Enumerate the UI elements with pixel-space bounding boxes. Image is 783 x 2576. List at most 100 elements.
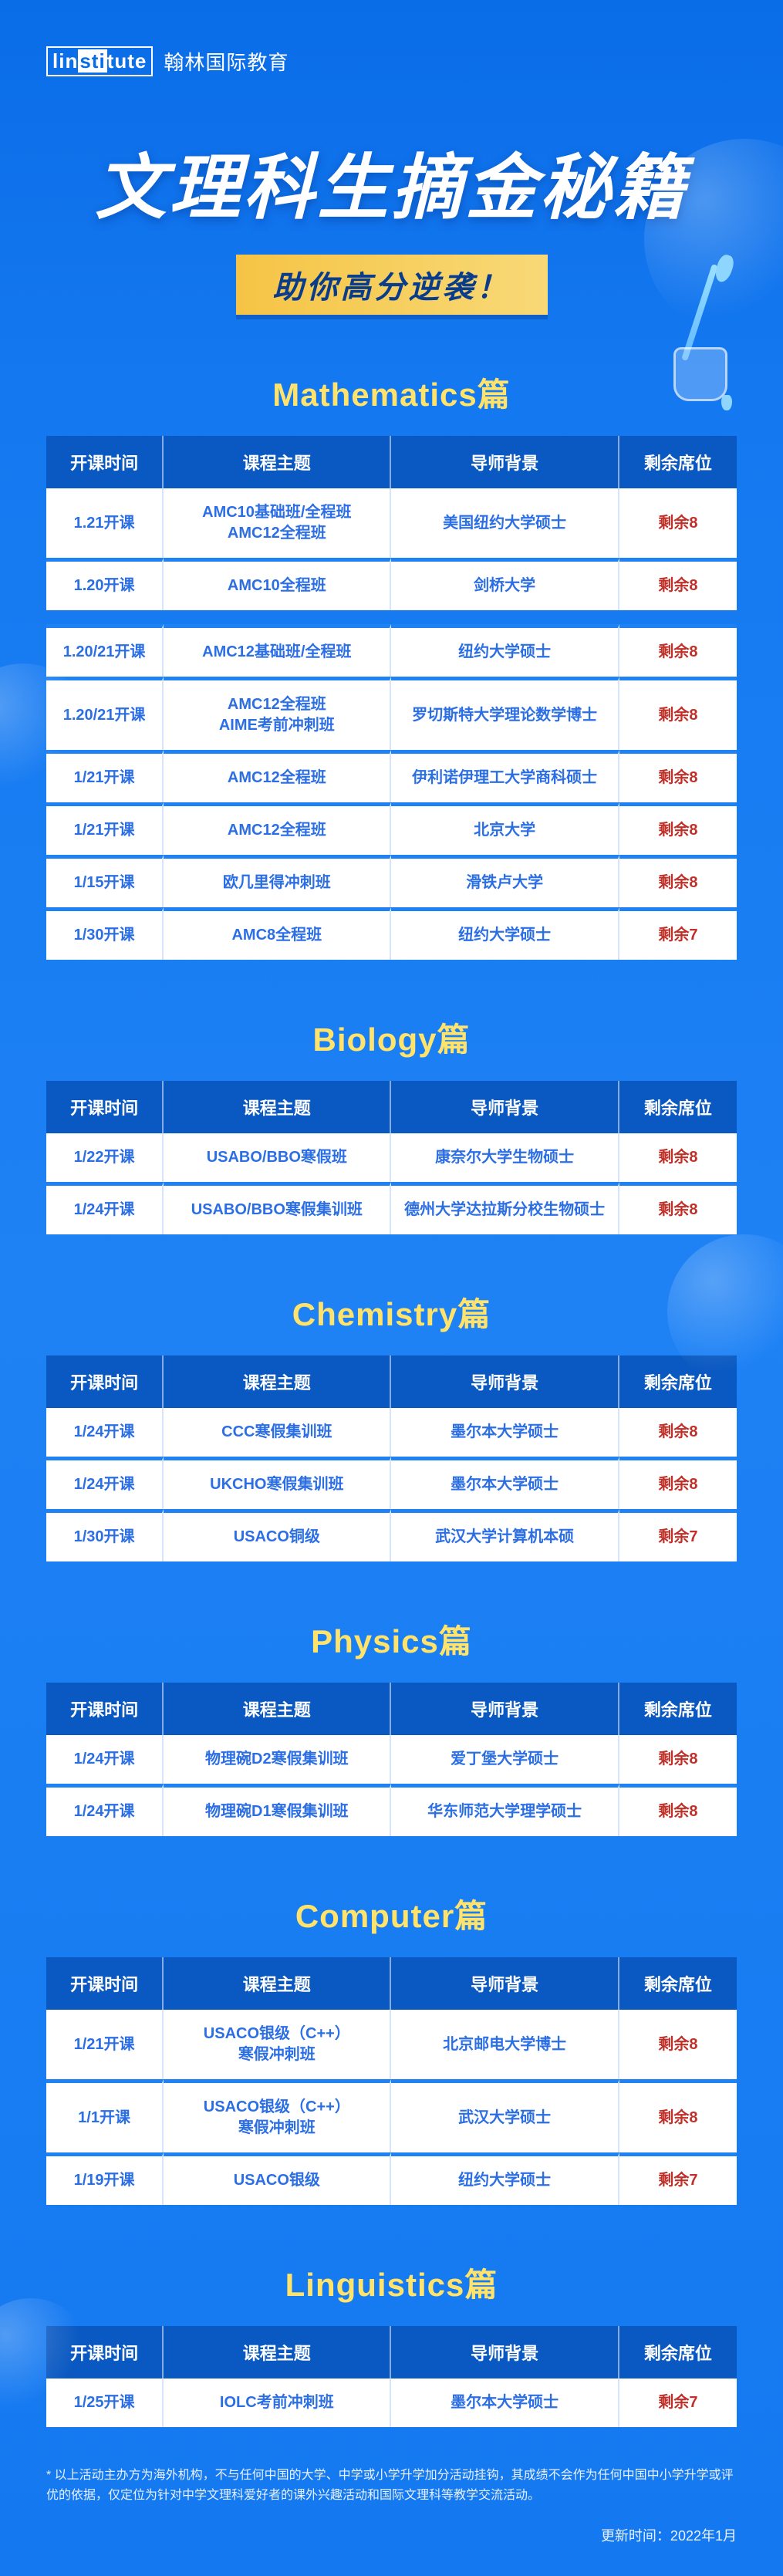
course-section: Mathematics篇开课时间课程主题导师背景剩余席位1.21开课AMC10基… — [46, 369, 737, 960]
cell-bg: 康奈尔大学生物硕士 — [391, 1133, 619, 1182]
table-row: 1.20/21开课AMC12全程班AIME考前冲刺班罗切斯特大学理论数学博士剩余… — [46, 677, 737, 750]
cell-time: 1/15开课 — [46, 855, 164, 907]
table-row: 1/1开课USACO银级（C++）寒假冲刺班武汉大学硕士剩余8 — [46, 2079, 737, 2152]
course-table: 开课时间课程主题导师背景剩余席位1/24开课CCC寒假集训班墨尔本大学硕士剩余8… — [46, 1356, 737, 1561]
table-row: 1/25开课IOLC考前冲刺班墨尔本大学硕士剩余7 — [46, 2378, 737, 2427]
section-title: Computer篇 — [46, 1890, 737, 1937]
column-header-seats: 剩余席位 — [619, 2326, 737, 2378]
cell-time: 1.21开课 — [46, 488, 164, 558]
cell-time: 1/24开课 — [46, 1182, 164, 1234]
table-row: 1/24开课物理碗D1寒假集训班华东师范大学理学硕士剩余8 — [46, 1784, 737, 1836]
cell-topic: AMC12基础班/全程班 — [164, 624, 391, 677]
cell-topic: AMC10全程班 — [164, 558, 391, 610]
cell-seats: 剩余7 — [619, 907, 737, 960]
cell-time: 1/1开课 — [46, 2079, 164, 2152]
cell-time: 1/30开课 — [46, 1509, 164, 1561]
course-table: 开课时间课程主题导师背景剩余席位1/21开课USACO银级（C++）寒假冲刺班北… — [46, 1957, 737, 2205]
column-header-seats: 剩余席位 — [619, 1081, 737, 1133]
cell-topic: AMC8全程班 — [164, 907, 391, 960]
table-row: 1/21开课AMC12全程班北京大学剩余8 — [46, 802, 737, 855]
cell-topic: USABO/BBO寒假班 — [164, 1133, 391, 1182]
hero-subtitle: 助你高分逆袭！ — [236, 255, 548, 315]
column-header-seats: 剩余席位 — [619, 1683, 737, 1735]
column-header-background: 导师背景 — [391, 1081, 619, 1133]
column-header-time: 开课时间 — [46, 1081, 164, 1133]
cell-seats: 剩余8 — [619, 624, 737, 677]
cell-bg: 伊利诺伊理工大学商科硕士 — [391, 750, 619, 802]
column-header-background: 导师背景 — [391, 1356, 619, 1408]
course-table: 开课时间课程主题导师背景剩余席位1/22开课USABO/BBO寒假班康奈尔大学生… — [46, 1081, 737, 1234]
cell-seats: 剩余8 — [619, 2010, 737, 2079]
cell-bg: 罗切斯特大学理论数学博士 — [391, 677, 619, 750]
cell-bg: 剑桥大学 — [391, 558, 619, 610]
cell-seats: 剩余8 — [619, 750, 737, 802]
column-header-topic: 课程主题 — [164, 1081, 391, 1133]
column-header-seats: 剩余席位 — [619, 1356, 737, 1408]
cell-time: 1.20/21开课 — [46, 677, 164, 750]
column-header-time: 开课时间 — [46, 1356, 164, 1408]
course-section: Computer篇开课时间课程主题导师背景剩余席位1/21开课USACO银级（C… — [46, 1890, 737, 2205]
cell-seats: 剩余7 — [619, 2152, 737, 2205]
course-section: Physics篇开课时间课程主题导师背景剩余席位1/24开课物理碗D2寒假集训班… — [46, 1615, 737, 1836]
cell-time: 1/25开课 — [46, 2378, 164, 2427]
column-header-background: 导师背景 — [391, 436, 619, 488]
table-row: 1/21开课AMC12全程班伊利诺伊理工大学商科硕士剩余8 — [46, 750, 737, 802]
update-time: 更新时间：2022年1月 — [46, 2525, 737, 2545]
cell-topic: 物理碗D2寒假集训班 — [164, 1735, 391, 1784]
table-row: 1.20/21开课AMC12基础班/全程班纽约大学硕士剩余8 — [46, 624, 737, 677]
column-header-time: 开课时间 — [46, 436, 164, 488]
cell-topic: AMC10基础班/全程班AMC12全程班 — [164, 488, 391, 558]
logo-right: tute — [107, 49, 147, 73]
cell-seats: 剩余8 — [619, 1408, 737, 1457]
cell-topic: 欧几里得冲刺班 — [164, 855, 391, 907]
column-header-topic: 课程主题 — [164, 1957, 391, 2010]
column-header-topic: 课程主题 — [164, 1683, 391, 1735]
cell-topic: AMC12全程班 — [164, 750, 391, 802]
cell-bg: 美国纽约大学硕士 — [391, 488, 619, 558]
cell-seats: 剩余8 — [619, 1182, 737, 1234]
cell-time: 1/21开课 — [46, 2010, 164, 2079]
section-title: Linguistics篇 — [46, 2259, 737, 2306]
cell-bg: 北京邮电大学博士 — [391, 2010, 619, 2079]
cell-seats: 剩余7 — [619, 1509, 737, 1561]
cell-bg: 北京大学 — [391, 802, 619, 855]
cell-seats: 剩余8 — [619, 677, 737, 750]
cell-time: 1/21开课 — [46, 802, 164, 855]
table-row: 1/24开课CCC寒假集训班墨尔本大学硕士剩余8 — [46, 1408, 737, 1457]
brand-name: 翰林国际教育 — [164, 47, 289, 76]
cell-topic: UKCHO寒假集训班 — [164, 1457, 391, 1509]
section-title: Mathematics篇 — [46, 369, 737, 416]
cell-topic: USACO银级（C++）寒假冲刺班 — [164, 2010, 391, 2079]
table-gap — [46, 610, 737, 624]
cell-seats: 剩余8 — [619, 1133, 737, 1182]
cell-bg: 滑铁卢大学 — [391, 855, 619, 907]
cell-bg: 纽约大学硕士 — [391, 624, 619, 677]
cell-topic: AMC12全程班AIME考前冲刺班 — [164, 677, 391, 750]
brand-logo: linstitute — [46, 46, 153, 76]
footnote-text: * 以上活动主办方为海外机构，不与任何中国的大学、中学或小学升学加分活动挂钩，其… — [46, 2466, 737, 2505]
cell-time: 1/24开课 — [46, 1735, 164, 1784]
table-row: 1/15开课欧几里得冲刺班滑铁卢大学剩余8 — [46, 855, 737, 907]
course-section: Linguistics篇开课时间课程主题导师背景剩余席位1/25开课IOLC考前… — [46, 2259, 737, 2427]
cell-bg: 墨尔本大学硕士 — [391, 2378, 619, 2427]
table-row: 1/21开课USACO银级（C++）寒假冲刺班北京邮电大学博士剩余8 — [46, 2010, 737, 2079]
cell-bg: 墨尔本大学硕士 — [391, 1408, 619, 1457]
cell-bg: 纽约大学硕士 — [391, 2152, 619, 2205]
table-row: 1/24开课UKCHO寒假集训班墨尔本大学硕士剩余8 — [46, 1457, 737, 1509]
table-row: 1.21开课AMC10基础班/全程班AMC12全程班美国纽约大学硕士剩余8 — [46, 488, 737, 558]
cell-time: 1/24开课 — [46, 1408, 164, 1457]
cell-seats: 剩余8 — [619, 855, 737, 907]
cell-time: 1.20开课 — [46, 558, 164, 610]
cell-seats: 剩余8 — [619, 1457, 737, 1509]
cell-seats: 剩余8 — [619, 558, 737, 610]
cell-topic: USACO银级 — [164, 2152, 391, 2205]
column-header-background: 导师背景 — [391, 1957, 619, 2010]
column-header-time: 开课时间 — [46, 1957, 164, 2010]
cell-topic: CCC寒假集训班 — [164, 1408, 391, 1457]
cell-bg: 德州大学达拉斯分校生物硕士 — [391, 1182, 619, 1234]
table-row: 1/30开课USACO铜级武汉大学计算机本硕剩余7 — [46, 1509, 737, 1561]
course-table: 开课时间课程主题导师背景剩余席位1/25开课IOLC考前冲刺班墨尔本大学硕士剩余… — [46, 2326, 737, 2427]
column-header-topic: 课程主题 — [164, 1356, 391, 1408]
table-row: 1/24开课USABO/BBO寒假集训班德州大学达拉斯分校生物硕士剩余8 — [46, 1182, 737, 1234]
column-header-time: 开课时间 — [46, 1683, 164, 1735]
